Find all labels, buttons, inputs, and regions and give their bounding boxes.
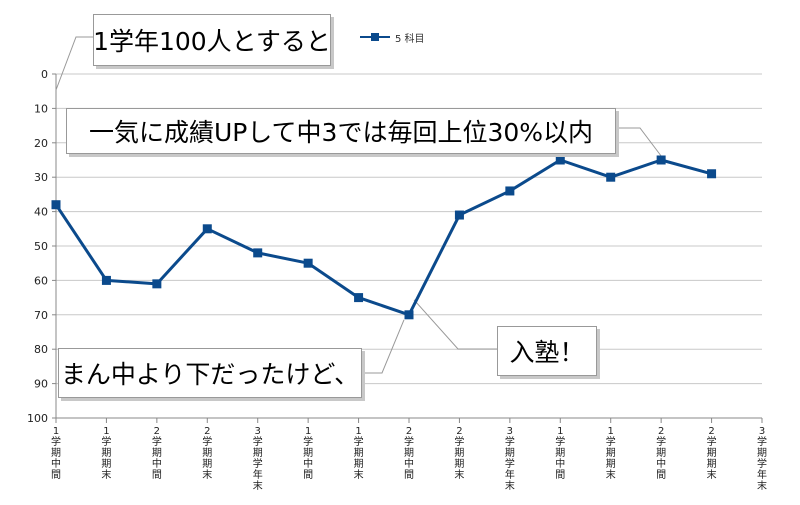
x-tick-label: 2 学期期末 [707,426,717,481]
data-point [354,293,364,303]
data-point [707,169,717,179]
x-tick-label: 2 学期期末 [454,426,464,481]
x-tick-label: 3 学期学年末 [757,426,767,492]
y-tick-label: 0 [41,68,48,81]
x-tick-label: 1 学期中間 [555,426,565,481]
data-point [656,155,666,165]
y-tick-label: 40 [34,206,48,219]
data-point [152,279,162,289]
leader-line-main [616,127,662,157]
x-tick-label: 2 学期中間 [152,426,162,481]
leader-line-top [55,36,93,91]
y-tick-label: 10 [34,102,48,115]
y-tick-label: 50 [34,240,48,253]
y-tick-label: 100 [27,412,48,425]
callout-leader-lines [55,36,662,374]
callout-juku: 入塾！ [497,326,597,376]
data-point [51,200,61,210]
data-point [555,155,565,165]
data-point [454,210,464,220]
callout-main: 一気に成績UPして中3では毎回上位30%以内 [66,108,616,154]
data-point [253,248,263,258]
y-axis-ticks: 0 10 20 30 40 50 60 70 80 90 100 [27,68,56,425]
legend-label: 5 科目 [395,33,425,45]
callout-mid: まん中より下だったけど、 [58,348,362,398]
y-tick-label: 80 [34,343,48,356]
y-tick-label: 30 [34,171,48,184]
x-tick-label: 3 学期学年末 [505,426,515,492]
x-tick-label: 2 学期中間 [656,426,666,481]
x-tick-label: 1 学期中間 [51,426,61,481]
data-point [101,275,111,285]
data-point [202,224,212,234]
x-tick-label: 3 学期学年末 [253,426,263,492]
x-axis-ticks: 1 学期中間 1 学期期末 2 学期中間 2 学期期末 3 学期学年末 1 学期中間 1 学期期末 2 学期中… [51,418,767,492]
x-tick-label: 1 学期中間 [303,426,313,481]
x-tick-label: 1 学期期末 [606,426,616,481]
callout-top: 1学年100人とすると [93,14,331,66]
data-point [505,186,515,196]
data-point [404,310,414,320]
legend: 5 科目 [360,30,425,45]
x-tick-label: 2 学期中間 [404,426,414,481]
y-tick-label: 90 [34,378,48,391]
x-tick-label: 1 学期期末 [354,426,364,481]
series-line [54,158,712,317]
series-5-subjects [51,155,717,320]
x-tick-label: 2 学期期末 [202,426,212,481]
legend-marker-icon [360,33,390,41]
leader-line-mid [362,319,405,374]
x-tick-label: 1 学期期末 [101,426,111,481]
y-tick-label: 70 [34,309,48,322]
y-tick-label: 20 [34,137,48,150]
y-tick-label: 60 [34,274,48,287]
data-point [303,258,313,268]
leader-line-juku [413,299,497,350]
data-point [606,172,616,182]
